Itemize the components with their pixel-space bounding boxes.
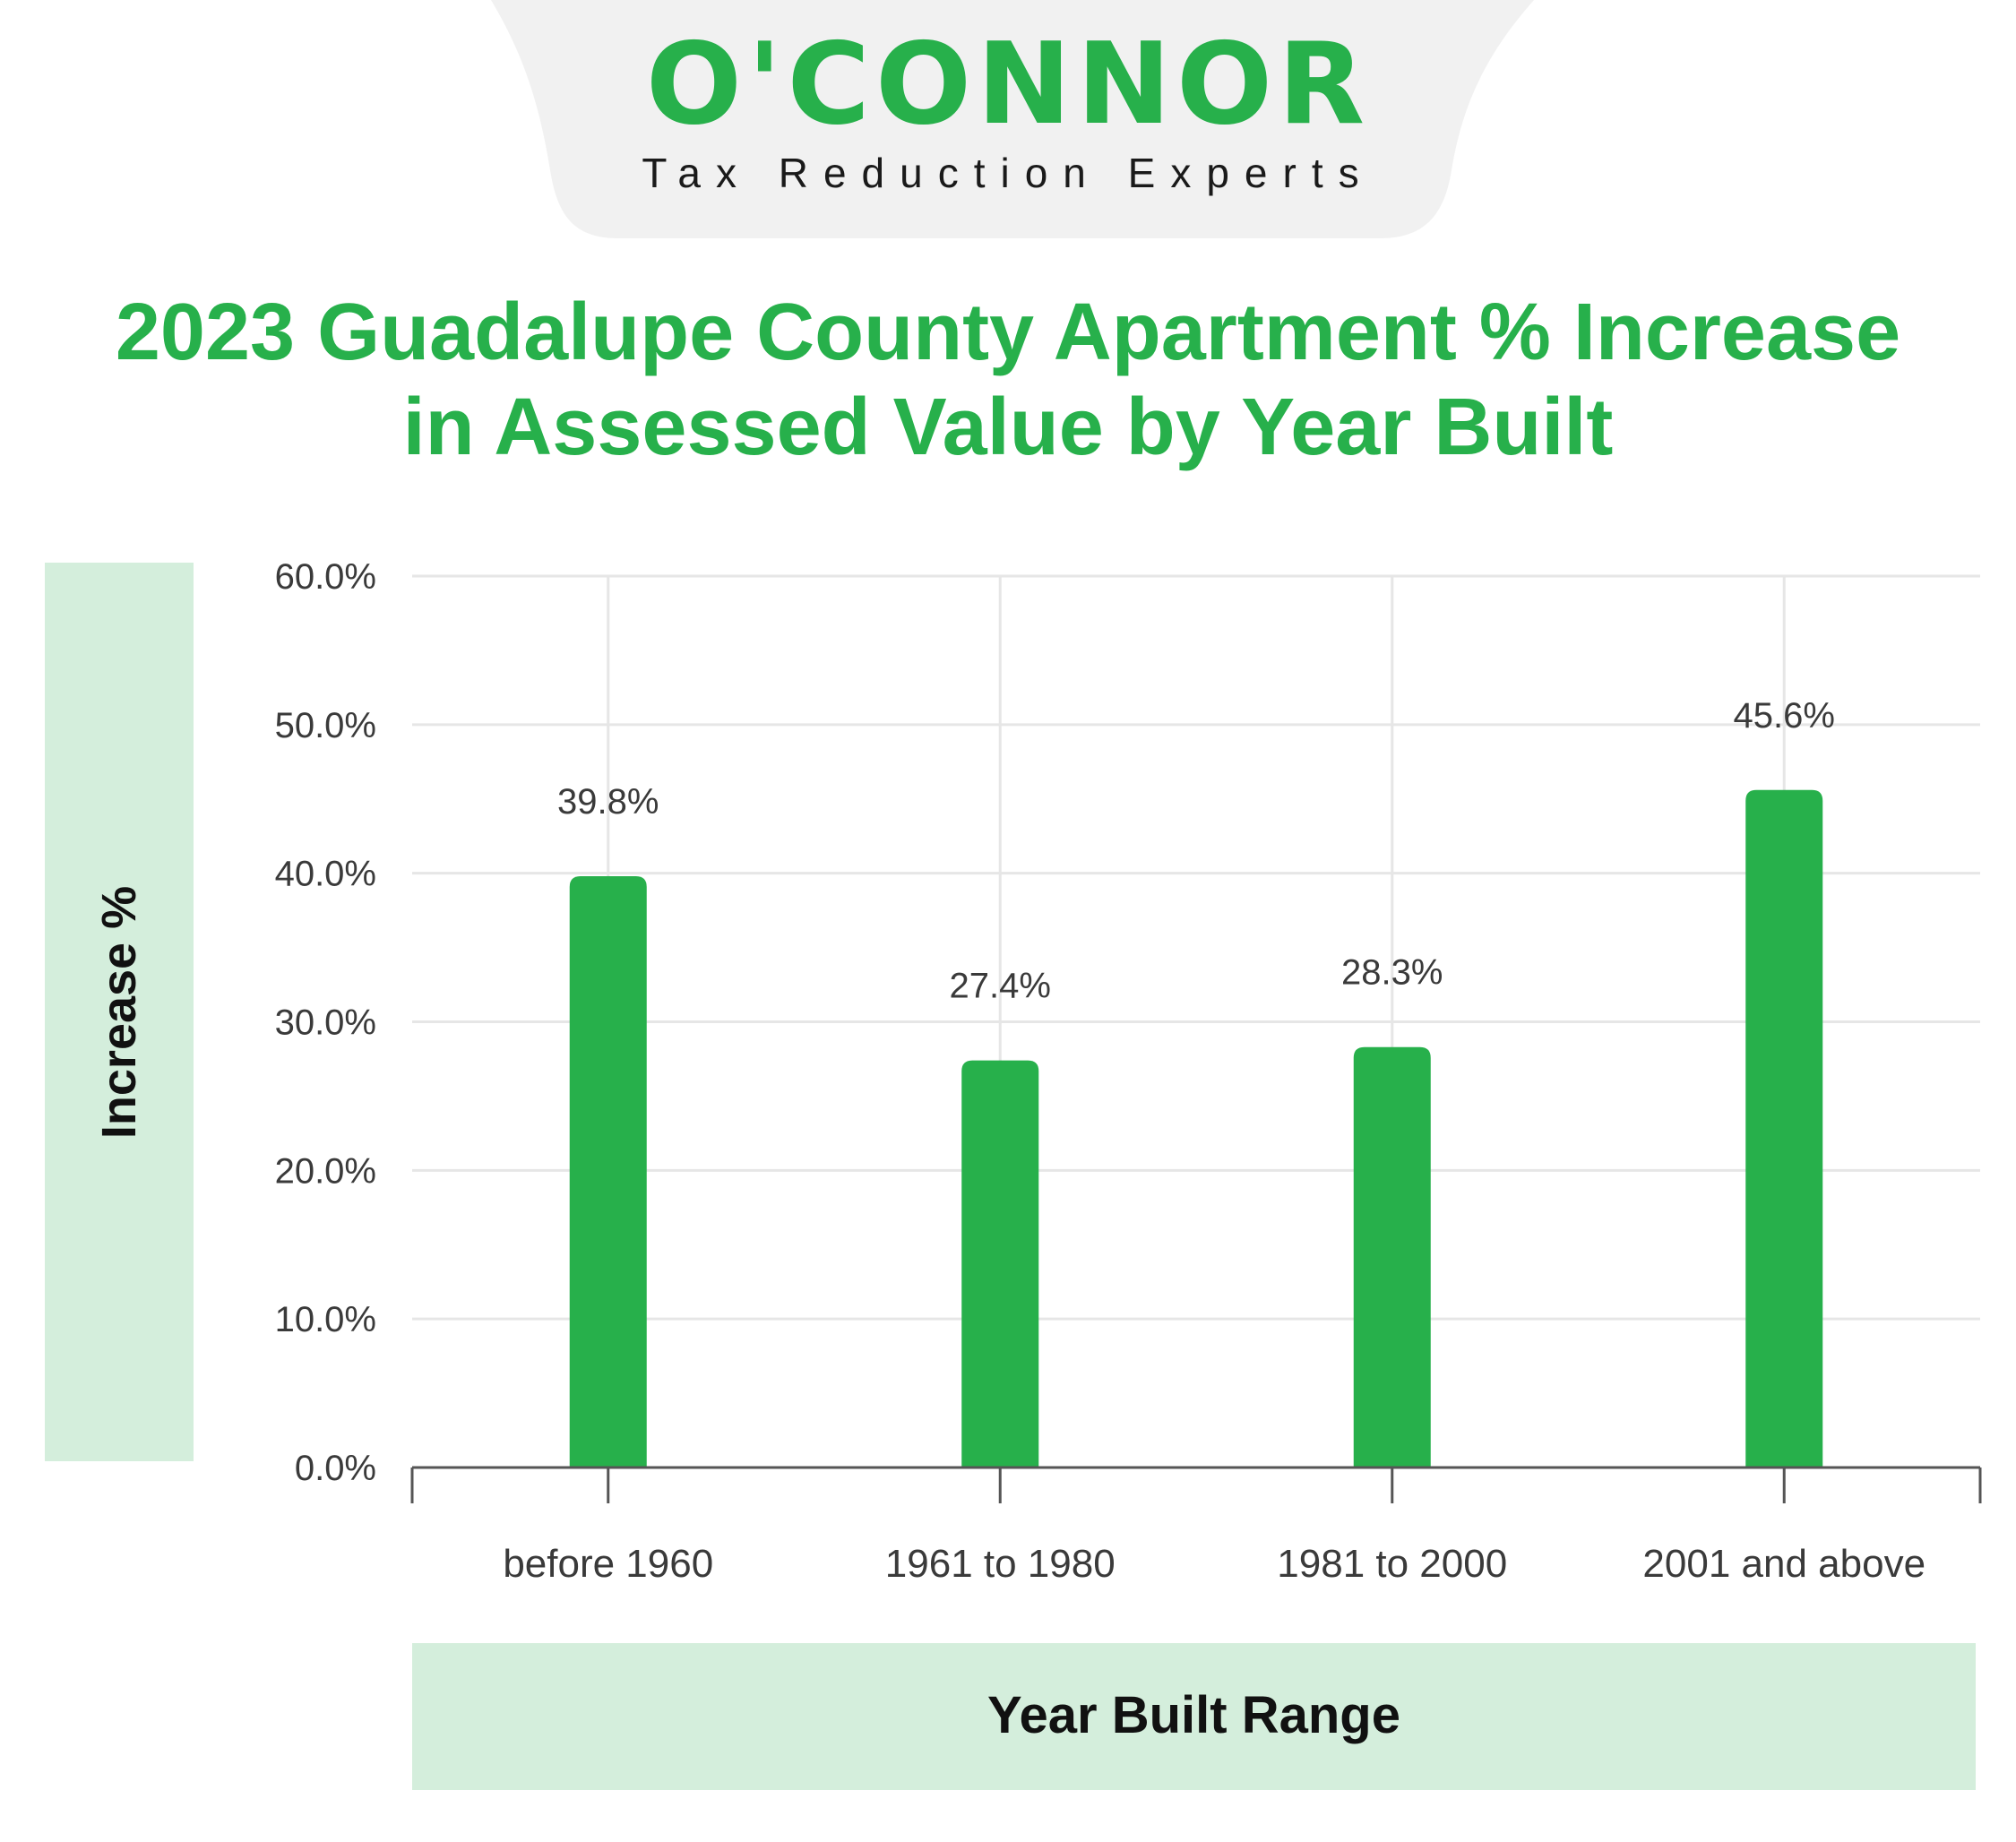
- bar: [1745, 789, 1823, 1468]
- brand-logo-name: O'CONNOR: [645, 18, 1371, 150]
- y-tick-label: 30.0%: [275, 1003, 376, 1043]
- y-axis-label-background: [45, 563, 194, 1461]
- data-label: 39.8%: [557, 782, 659, 822]
- data-label: 45.6%: [1734, 696, 1835, 736]
- logo-background: [491, 0, 1534, 238]
- y-tick-label: 10.0%: [275, 1300, 376, 1339]
- y-tick-label: 20.0%: [275, 1151, 376, 1191]
- chart-title: 2023 Guadalupe County Apartment % Increa…: [0, 285, 2016, 475]
- y-tick-label: 60.0%: [275, 557, 376, 597]
- brand-tagline: Tax Reduction Experts: [642, 150, 1374, 196]
- bar: [1353, 1046, 1431, 1468]
- x-tick-label: 1981 to 2000: [1277, 1542, 1507, 1586]
- x-tick-label: 2001 and above: [1642, 1542, 1926, 1586]
- x-tick-label: 1961 to 1980: [885, 1542, 1116, 1586]
- chart-title-line-1: 2023 Guadalupe County Apartment % Increa…: [115, 288, 1901, 377]
- data-label: 28.3%: [1341, 953, 1443, 993]
- bar-chart: 0.0% 10.0% 20.0% 30.0% 40.0% 50.0% 60.0% 39.8% b…: [275, 557, 1982, 1586]
- bar: [569, 875, 647, 1468]
- y-tick-label: 50.0%: [275, 706, 376, 745]
- x-tick-label: before 1960: [503, 1542, 713, 1586]
- chart-title-line-2: in Assessed Value by Year Built: [402, 383, 1614, 473]
- y-tick-label: 0.0%: [295, 1449, 376, 1488]
- bar: [961, 1060, 1039, 1468]
- x-axis-label-background: [412, 1643, 1976, 1790]
- data-label: 27.4%: [950, 967, 1051, 1006]
- y-tick-label: 40.0%: [275, 855, 376, 894]
- x-axis-label: Year Built Range: [987, 1686, 1400, 1744]
